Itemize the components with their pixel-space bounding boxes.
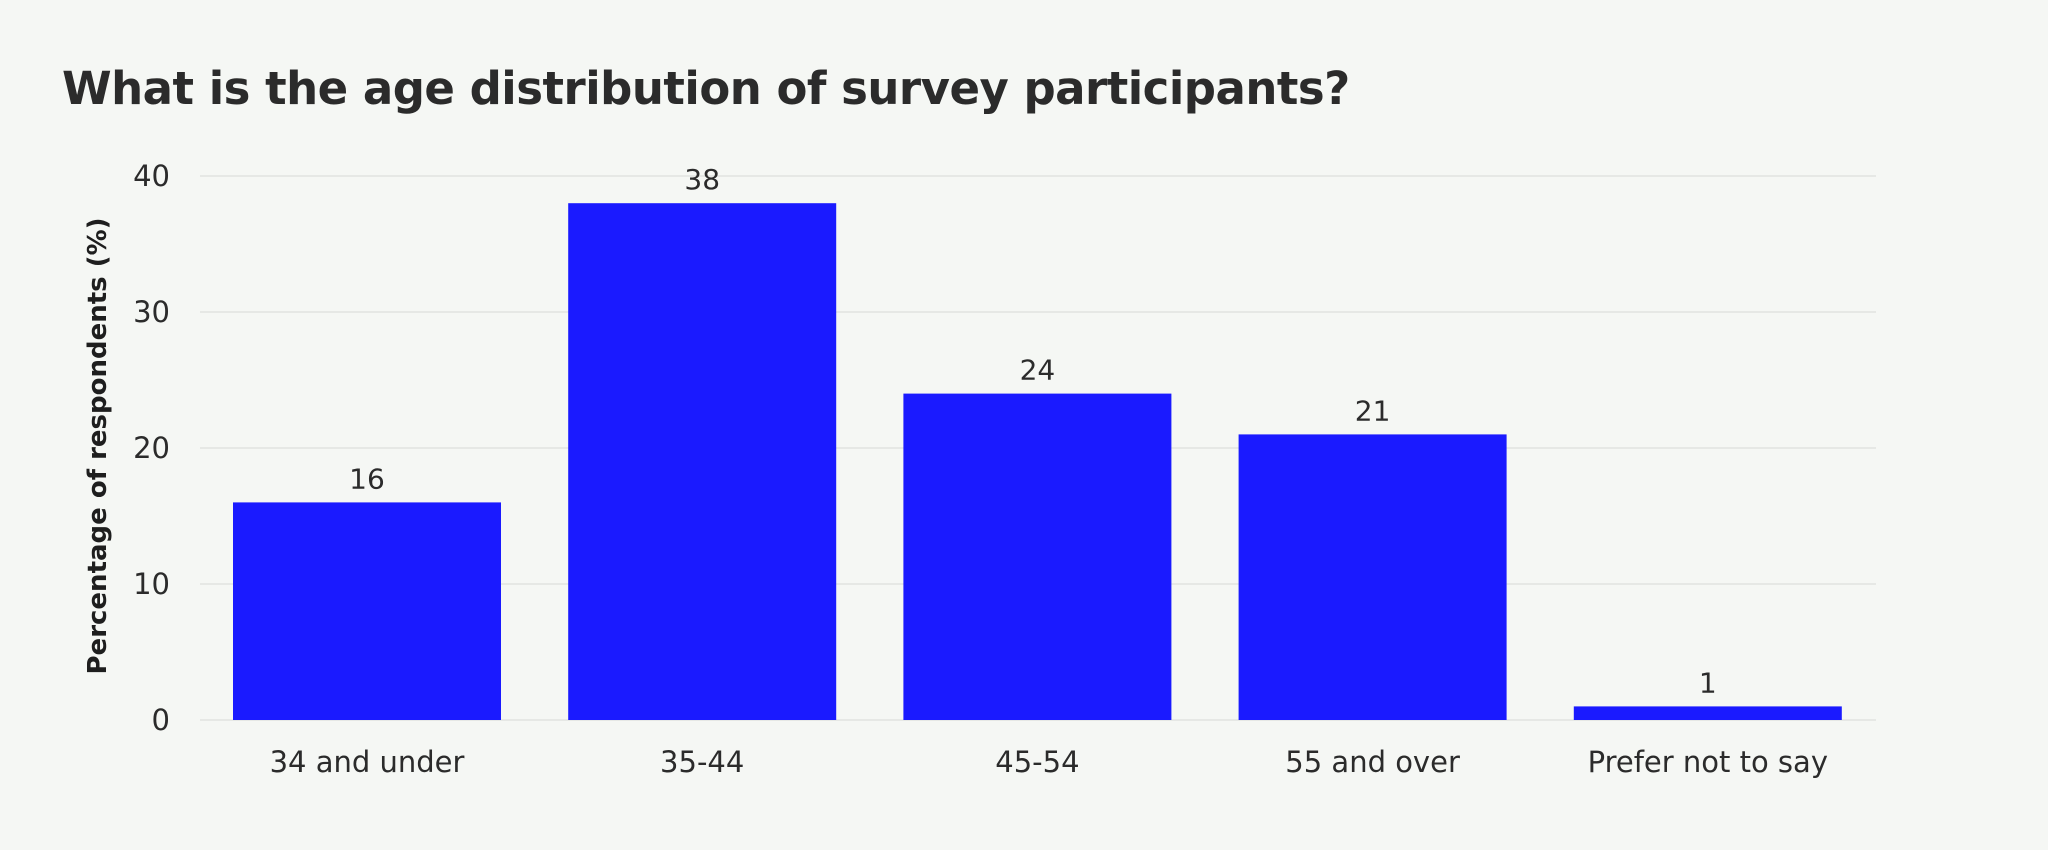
category-label: 35-44: [660, 745, 744, 779]
bars: [233, 203, 1842, 720]
category-label: Prefer not to say: [1588, 745, 1828, 779]
y-tick-label: 20: [133, 431, 170, 465]
y-tick-label: 10: [133, 567, 170, 601]
value-label: 24: [1020, 354, 1056, 387]
chart-title: What is the age distribution of survey p…: [62, 62, 1350, 115]
bar: [568, 203, 837, 720]
bar: [1573, 706, 1842, 720]
y-axis-ticks: 0 10 20 30 40: [133, 159, 170, 737]
bar: [233, 502, 501, 720]
value-label: 38: [684, 163, 720, 196]
x-axis-categories: 34 and under 35-44 45-54 55 and over Prefer …: [270, 745, 1828, 779]
category-label: 34 and under: [270, 745, 465, 779]
bar: [1238, 434, 1507, 720]
value-label: 16: [349, 462, 385, 495]
y-tick-label: 0: [152, 703, 170, 737]
value-labels: 16 38 24 21 1: [349, 163, 1717, 699]
y-axis-title: Percentage of respondents (%): [83, 217, 113, 674]
value-label: 21: [1355, 394, 1391, 427]
bar: [903, 393, 1172, 720]
y-tick-label: 30: [133, 295, 170, 329]
value-label: 1: [1699, 666, 1717, 699]
category-label: 55 and over: [1285, 745, 1460, 779]
y-tick-label: 40: [133, 159, 170, 193]
category-label: 45-54: [995, 745, 1079, 779]
